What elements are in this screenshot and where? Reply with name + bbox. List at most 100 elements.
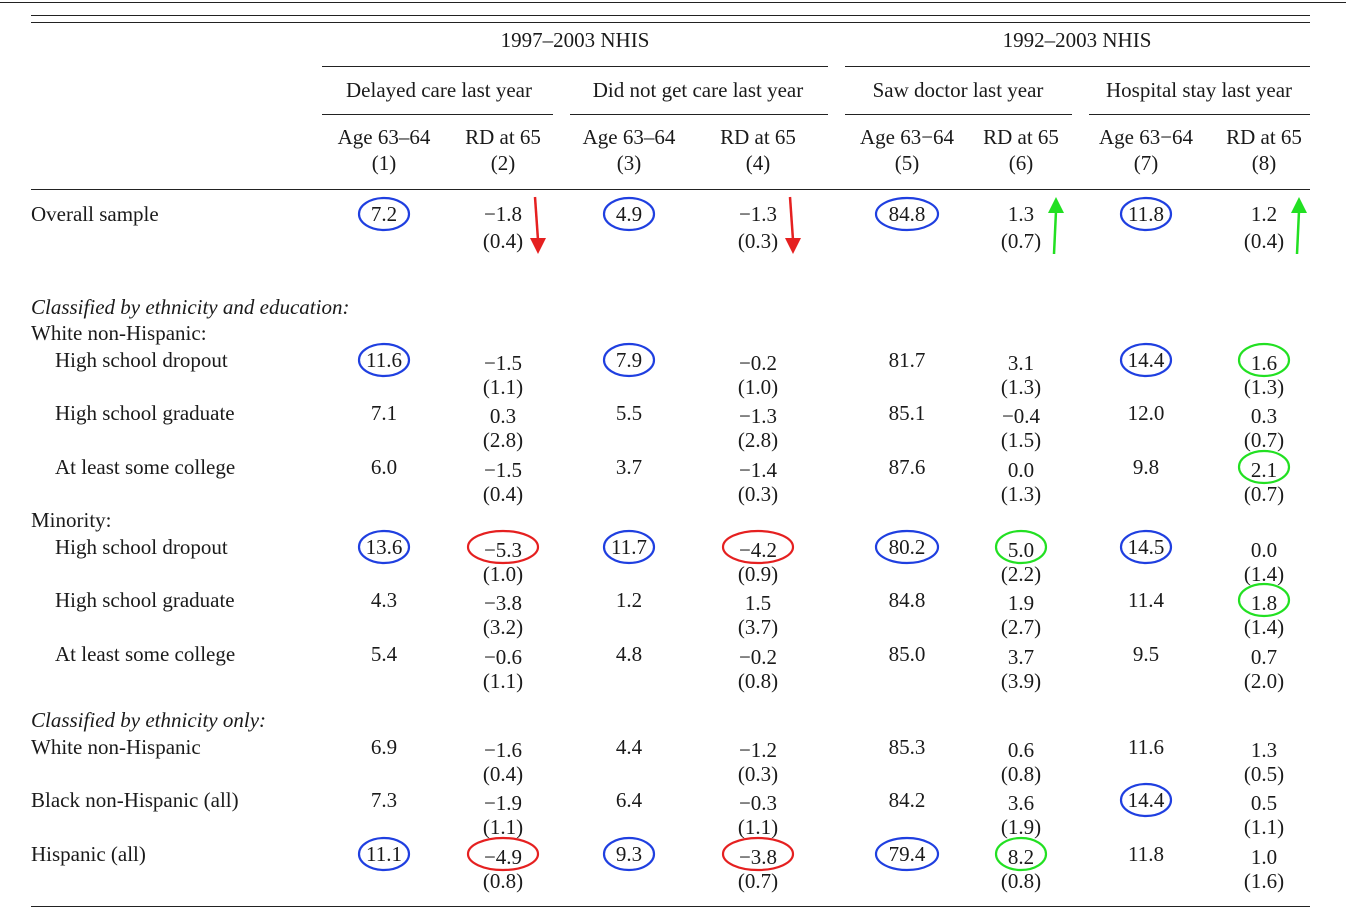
row-label: Overall sample: [31, 202, 159, 226]
table-cell-se: (2.0): [1243, 669, 1285, 693]
table-cell-se: (1.9): [1000, 815, 1042, 839]
header-bottom-rule: [31, 189, 1310, 191]
table-cell-se: (0.7): [1243, 428, 1285, 452]
table-cell: 87.6: [888, 455, 926, 479]
table-cell-se: (3.7): [737, 615, 779, 639]
table-cell: −3.8: [483, 591, 523, 615]
table-cell: −5.3: [483, 538, 523, 562]
table-cell: 6.0: [370, 455, 398, 479]
column-header-number: (8): [1251, 151, 1277, 175]
table-cell-se: (1.3): [1000, 482, 1042, 506]
table-cell-se: (1.4): [1243, 562, 1285, 586]
table-cell: 3.7: [615, 455, 643, 479]
column-header-label: RD at 65: [720, 125, 796, 149]
table-cell: 7.2: [370, 202, 398, 226]
table-cell: −1.5: [483, 458, 523, 482]
table-cell-se: (0.7): [737, 869, 779, 893]
subheader-delayed-care: Delayed care last year: [346, 78, 532, 102]
table-cell: 1.8: [1250, 591, 1278, 615]
table-cell-se: (3.9): [1000, 669, 1042, 693]
table-cell: 1.3: [1250, 738, 1278, 762]
table-cell: 11.6: [366, 348, 402, 372]
column-header-number: (6): [1008, 151, 1034, 175]
top-rule-1: [0, 2, 1346, 4]
table-cell: 81.7: [888, 348, 926, 372]
row-label: High school dropout: [55, 348, 228, 372]
table-cell: 79.4: [888, 842, 926, 866]
table-cell: −1.3: [738, 202, 778, 226]
table-cell: 1.6: [1250, 351, 1278, 375]
table-cell: −0.2: [738, 351, 778, 375]
table-cell: 0.0: [1007, 458, 1035, 482]
group-rule-left: [322, 66, 828, 68]
table-cell: 0.0: [1250, 538, 1278, 562]
table-cell: 85.0: [888, 642, 926, 666]
table-cell-se: (2.8): [737, 428, 779, 452]
table-cell: 0.3: [489, 404, 517, 428]
table-cell-se: (0.3): [737, 762, 779, 786]
column-header-number: (2): [490, 151, 516, 175]
row-label: At least some college: [55, 455, 236, 479]
table-cell: 1.2: [1250, 202, 1278, 226]
table-cell-se: (1.0): [482, 562, 524, 586]
subheader-hospital-stay: Hospital stay last year: [1105, 78, 1293, 102]
row-label: Black non-Hispanic (all): [31, 788, 239, 812]
table-cell-se: (0.4): [1243, 229, 1285, 253]
sub-rule-4: [1089, 114, 1310, 116]
table-cell: 1.3: [1007, 202, 1035, 226]
table-cell-se: (1.3): [1243, 375, 1285, 399]
table-cell-se: (1.1): [482, 669, 524, 693]
sub-rule-1: [322, 114, 553, 116]
table-cell: 1.5: [744, 591, 772, 615]
table-cell: 1.0: [1250, 845, 1278, 869]
table-cell: 9.8: [1132, 455, 1160, 479]
table-cell-se: (0.8): [1000, 869, 1042, 893]
table-cell-se: (0.3): [737, 229, 779, 253]
table-cell: 11.8: [1128, 202, 1164, 226]
table-cell: −1.2: [738, 738, 778, 762]
sub-rule-3: [845, 114, 1072, 116]
arrow-up-icon: [1291, 197, 1307, 255]
table-cell: 11.6: [1128, 735, 1164, 759]
table-cell: −1.5: [483, 351, 523, 375]
table-cell: 6.4: [615, 788, 643, 812]
row-label: White non-Hispanic: [31, 735, 201, 759]
section-header-ethnicity-education: Classified by ethnicity and education:: [31, 295, 350, 319]
table-cell: 1.2: [615, 588, 643, 612]
table-cell: 12.0: [1127, 401, 1165, 425]
table-cell: 0.5: [1250, 791, 1278, 815]
table-cell: 1.9: [1007, 591, 1035, 615]
table-cell: 0.6: [1007, 738, 1035, 762]
table-cell-se: (1.5): [1000, 428, 1042, 452]
table-cell: 7.3: [370, 788, 398, 812]
column-header-label: RD at 65: [465, 125, 541, 149]
table-cell: 85.1: [888, 401, 926, 425]
group-rule-right: [845, 66, 1310, 68]
table-cell: 4.3: [370, 588, 398, 612]
row-label: At least some college: [55, 642, 236, 666]
table-cell-se: (1.0): [737, 375, 779, 399]
section-header-ethnicity-only: Classified by ethnicity only:: [31, 708, 267, 732]
group-header-1997: 1997–2003 NHIS: [500, 28, 650, 52]
table-cell: 14.4: [1127, 348, 1165, 372]
table-cell: 84.8: [888, 202, 926, 226]
row-label: High school graduate: [55, 401, 235, 425]
subheader-saw-doctor: Saw doctor last year: [872, 78, 1044, 102]
table-cell: 4.8: [615, 642, 643, 666]
table-cell-se: (0.4): [482, 762, 524, 786]
table-cell-se: (0.4): [482, 482, 524, 506]
table-cell-se: (1.1): [482, 375, 524, 399]
table-cell: 0.3: [1250, 404, 1278, 428]
table-cell-se: (1.1): [482, 815, 524, 839]
arrow-down-icon: [530, 196, 546, 254]
table-cell: 11.4: [1128, 588, 1164, 612]
column-header-number: (3): [616, 151, 642, 175]
table-cell-se: (0.9): [737, 562, 779, 586]
table-cell-se: (1.6): [1243, 869, 1285, 893]
table-cell-se: (2.8): [482, 428, 524, 452]
column-header-number: (7): [1133, 151, 1159, 175]
table-cell-se: (2.7): [1000, 615, 1042, 639]
table-cell-se: (0.7): [1243, 482, 1285, 506]
table-bottom-rule: [31, 906, 1310, 908]
table-cell: 11.1: [366, 842, 402, 866]
